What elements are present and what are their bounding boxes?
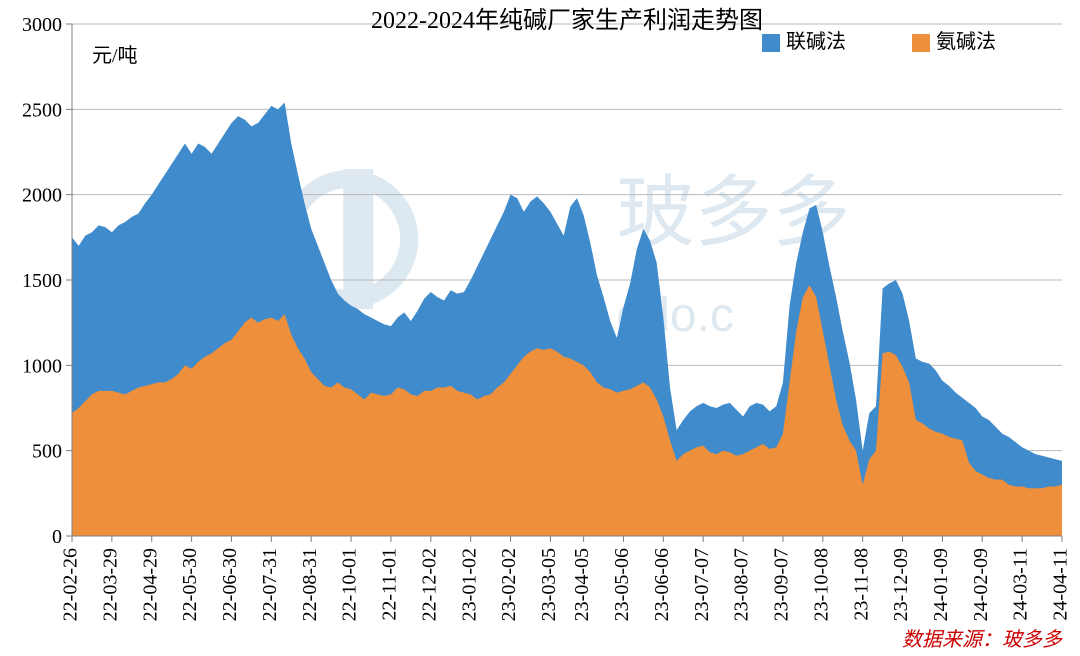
x-tick-label: 22-10-01 bbox=[339, 548, 361, 621]
x-tick-label: 22-12-02 bbox=[418, 548, 440, 621]
x-tick-label: 22-04-29 bbox=[139, 548, 161, 621]
x-tick-label: 22-11-01 bbox=[379, 548, 401, 621]
profit-trend-chart: 玻多多odo.c05001000150020002500300022-02-26… bbox=[0, 0, 1080, 656]
y-tick-label: 500 bbox=[32, 441, 62, 463]
x-tick-label: 23-04-05 bbox=[571, 548, 593, 621]
x-tick-label: 23-01-02 bbox=[458, 548, 480, 621]
x-tick-label: 23-06-06 bbox=[651, 548, 673, 621]
x-tick-label: 22-06-30 bbox=[219, 548, 241, 621]
legend-label: 氨碱法 bbox=[936, 30, 996, 53]
x-tick-label: 24-02-09 bbox=[970, 548, 992, 621]
y-tick-label: 1000 bbox=[22, 355, 62, 377]
x-tick-label: 22-05-30 bbox=[179, 548, 201, 621]
y-tick-label: 2500 bbox=[22, 99, 62, 121]
x-tick-label: 23-03-05 bbox=[538, 548, 560, 621]
legend-swatch bbox=[762, 34, 780, 52]
legend-swatch bbox=[912, 34, 930, 52]
x-tick-label: 22-07-31 bbox=[259, 548, 281, 621]
source-label: 数据来源：玻多多 bbox=[902, 629, 1063, 651]
x-tick-label: 23-07-07 bbox=[691, 548, 713, 621]
x-tick-label: 24-04-11 bbox=[1050, 548, 1072, 621]
chart-title: 2022-2024年纯碱厂家生产利润走势图 bbox=[371, 7, 763, 34]
legend-label: 联碱法 bbox=[786, 30, 846, 53]
y-tick-label: 1500 bbox=[22, 270, 62, 292]
y-tick-label: 2000 bbox=[22, 185, 62, 207]
x-tick-label: 24-01-09 bbox=[930, 548, 952, 621]
y-unit-label: 元/吨 bbox=[92, 44, 138, 67]
chart-svg: 玻多多odo.c05001000150020002500300022-02-26… bbox=[0, 0, 1080, 656]
y-tick-label: 3000 bbox=[22, 14, 62, 36]
x-tick-label: 23-05-06 bbox=[611, 548, 633, 621]
x-tick-label: 23-08-07 bbox=[731, 548, 753, 621]
x-tick-label: 23-10-08 bbox=[810, 548, 832, 621]
x-tick-label: 24-03-11 bbox=[1010, 548, 1032, 621]
x-tick-label: 23-12-09 bbox=[890, 548, 912, 621]
x-tick-label: 22-03-29 bbox=[99, 548, 121, 621]
x-tick-label: 22-02-26 bbox=[60, 548, 82, 621]
y-tick-label: 0 bbox=[52, 526, 62, 548]
x-tick-label: 23-09-07 bbox=[771, 548, 793, 621]
x-tick-label: 22-08-31 bbox=[299, 548, 321, 621]
x-tick-label: 23-11-08 bbox=[850, 548, 872, 621]
x-tick-label: 23-02-02 bbox=[498, 548, 520, 621]
